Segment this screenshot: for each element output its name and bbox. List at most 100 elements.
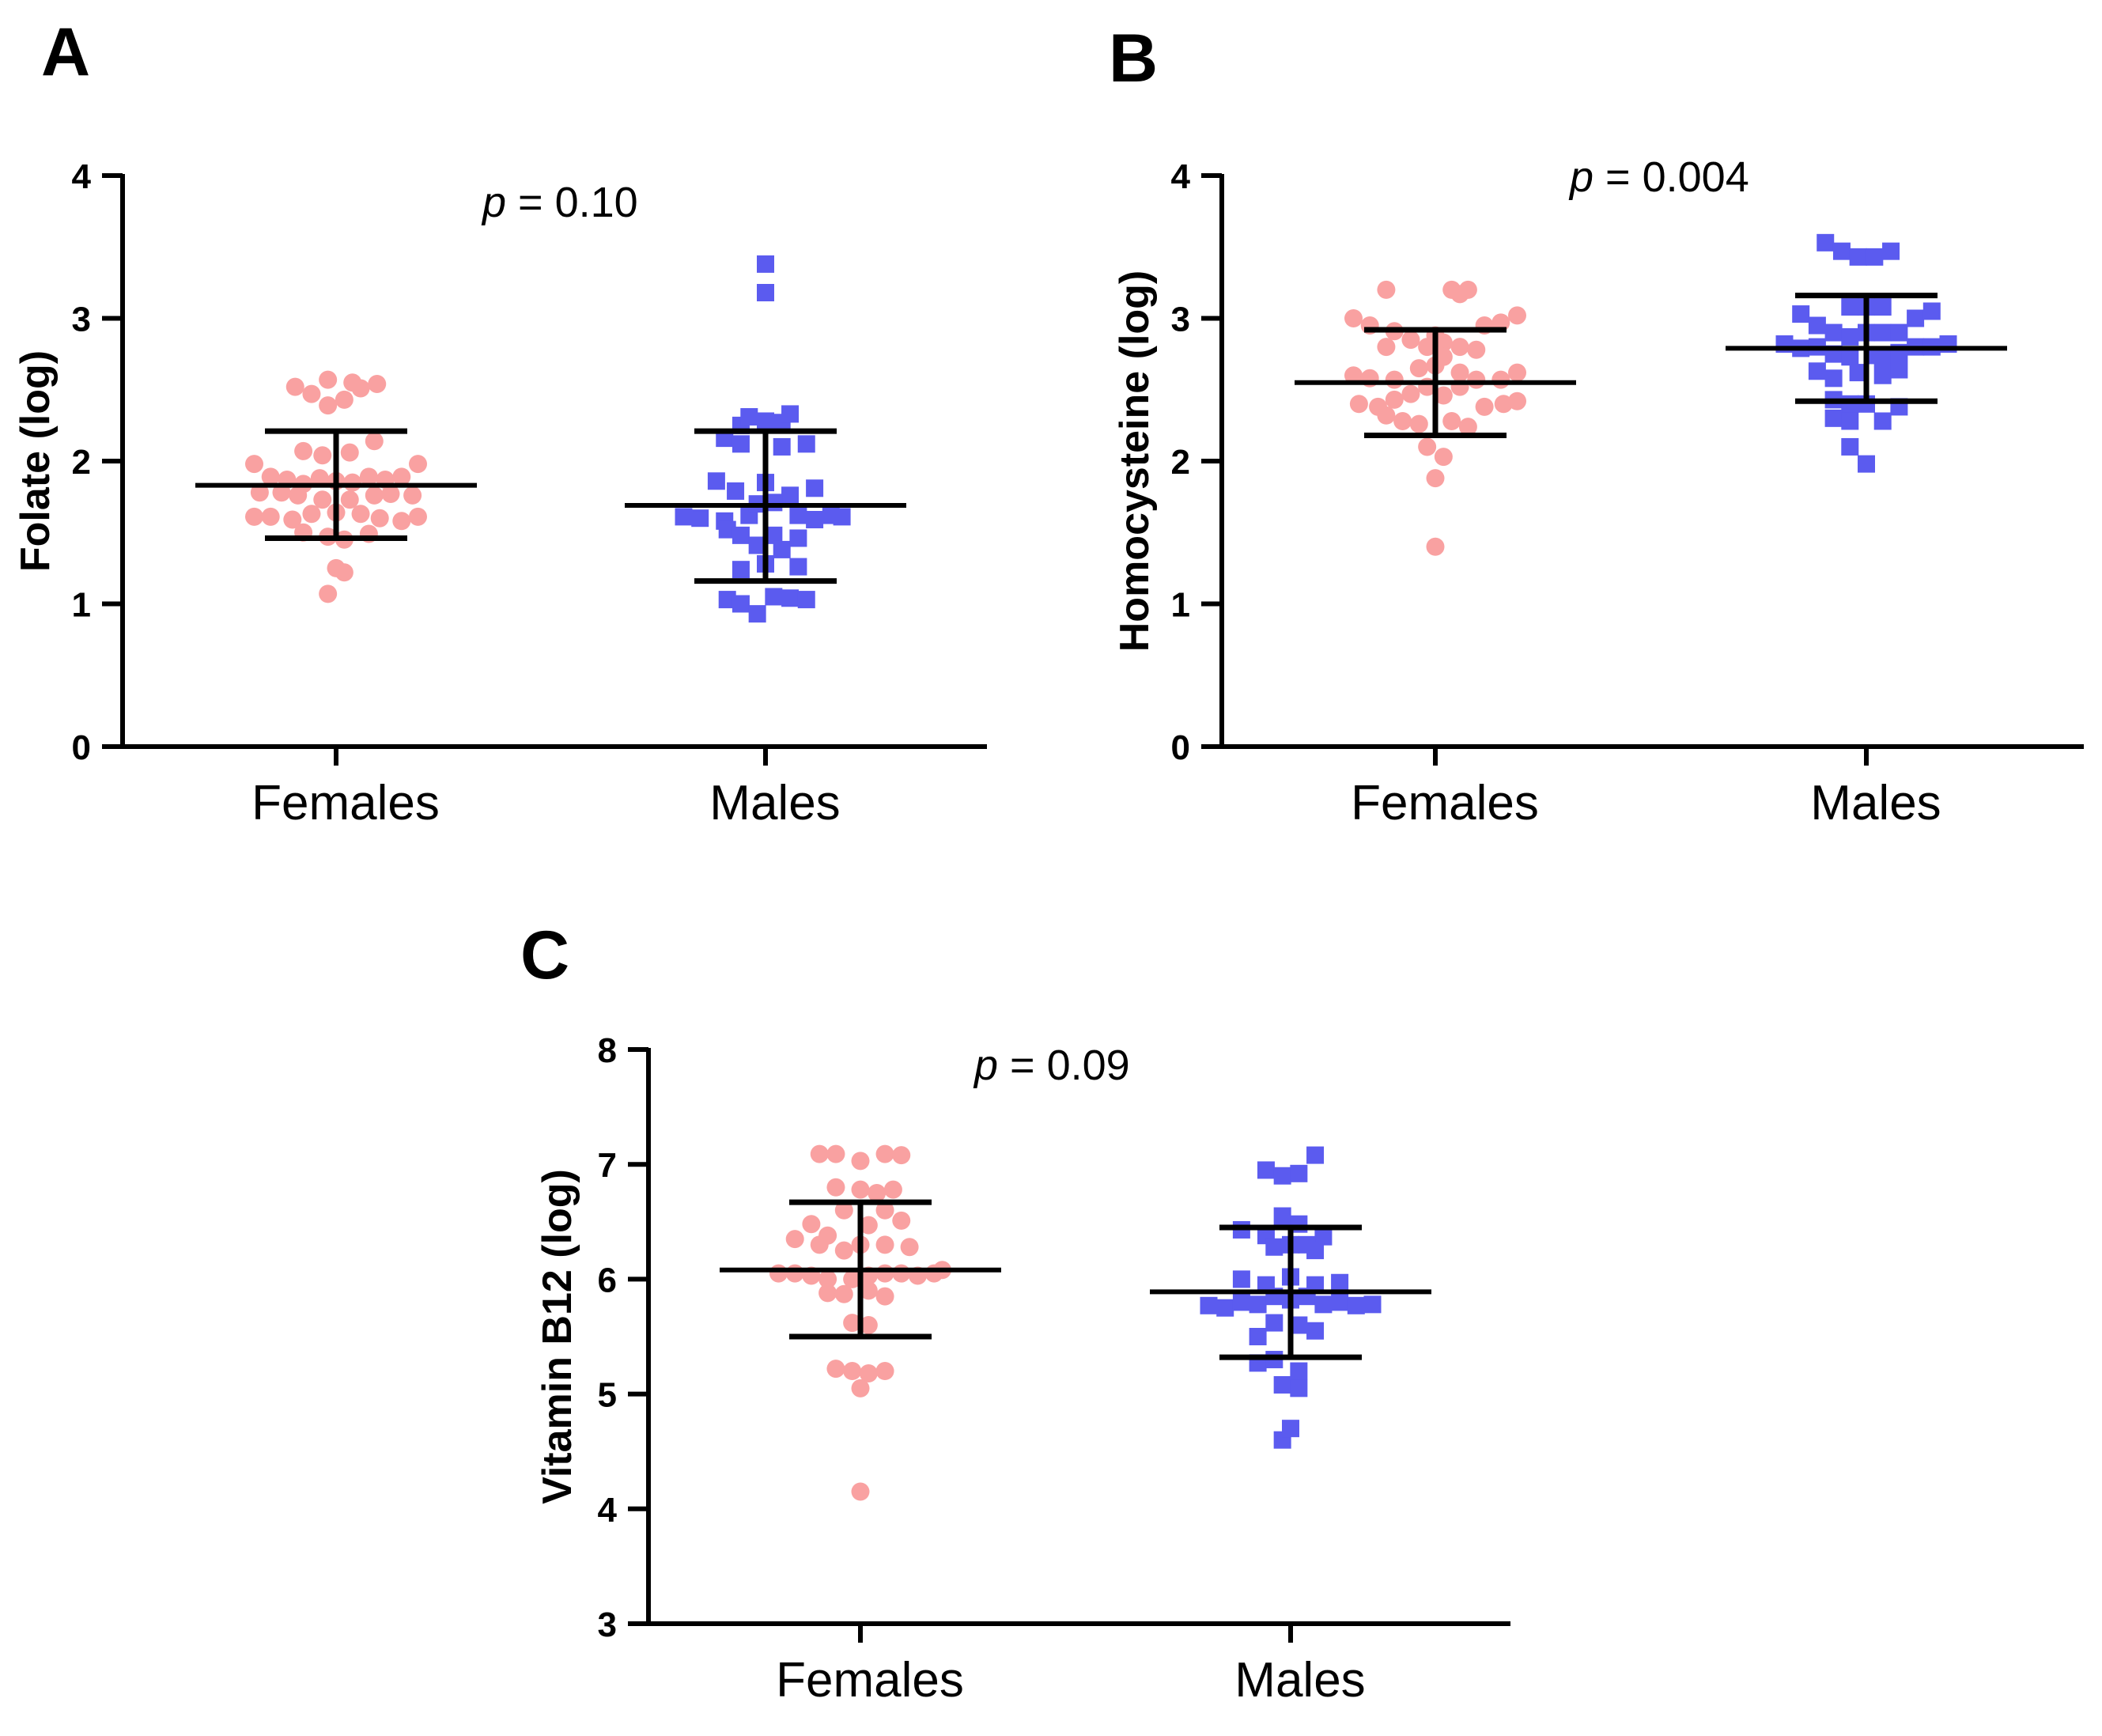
panel-a-females-point <box>319 370 338 389</box>
panel-a-males-point <box>691 509 709 528</box>
panel-a-y-tick-label: 0 <box>72 728 91 767</box>
panel-b-y-tick-label: 1 <box>1171 586 1190 625</box>
panel-a-y-axis-label: Folate (log) <box>13 350 59 572</box>
panel-b-females-point <box>1508 391 1526 410</box>
panel-b-males-point <box>1841 298 1859 316</box>
panel-letter-b: B <box>1109 21 1158 96</box>
panel-b-error-bars <box>1295 293 2007 439</box>
panel-c-y-tick-label: 4 <box>598 1491 618 1530</box>
panel-c-females-point <box>892 1264 911 1283</box>
panel-a-males-point <box>732 595 750 613</box>
panel-b-females-point <box>1450 338 1469 357</box>
panel-b-males-point <box>1841 327 1859 346</box>
panel-c-females-point <box>769 1264 788 1283</box>
panel-a-p-italic: p <box>481 179 506 226</box>
panel-a-y-tick-label: 4 <box>72 157 92 196</box>
panel-c-y-tick-label: 6 <box>598 1261 617 1299</box>
panel-a-females-point <box>359 467 378 486</box>
panel-a-males-point <box>765 588 783 606</box>
panel-a-females-point <box>313 446 332 465</box>
panel-c-category-label: Males <box>1234 1653 1365 1708</box>
panel-c-males-point <box>1331 1293 1349 1311</box>
panel-b-females-point <box>1377 280 1396 299</box>
panel-b-males-point <box>1890 361 1908 379</box>
panel-b-males-point <box>1849 364 1867 382</box>
panel-c-females-point <box>875 1287 894 1306</box>
panel-c-p-text: = 0.09 <box>998 1042 1130 1089</box>
panel-a-females-point <box>294 441 313 460</box>
panel-c-females-point <box>785 1230 804 1249</box>
panel-c-y-tick-label: 8 <box>598 1031 617 1070</box>
panel-a-males-point <box>789 558 807 576</box>
panel-c-p-value: p = 0.09 <box>973 1042 1130 1089</box>
panel-b-males-point <box>1841 348 1859 366</box>
panel-a-males-point <box>757 284 774 302</box>
panel-a-males-point <box>806 511 824 529</box>
panel-c-males-point <box>1273 1167 1291 1185</box>
panel-c-females-point <box>810 1235 829 1254</box>
panel-a-males-point <box>748 605 766 623</box>
panel-c-males-point <box>1257 1161 1275 1179</box>
panel-a-males-point <box>773 437 791 456</box>
panel-b-males-point <box>1808 316 1826 335</box>
panel-a-females-point <box>289 486 308 505</box>
panel-b-females-point <box>1409 414 1428 433</box>
panel-c-males-point <box>1265 1238 1284 1256</box>
panel-a-p-text: = 0.10 <box>506 179 638 226</box>
panel-a-females-point <box>335 390 353 409</box>
panel-c-females-point <box>851 1180 870 1199</box>
panel-a-males-point <box>833 508 851 526</box>
panel-c-error-bars <box>720 1199 1431 1360</box>
panel-c-males-point <box>1314 1295 1333 1314</box>
panel-c-males-point <box>1290 1362 1308 1380</box>
panel-b-males-point <box>1841 437 1859 456</box>
panel-b-males-point <box>1841 412 1859 430</box>
panel-c-females-point <box>875 1362 894 1381</box>
panel-c-females-point <box>810 1144 829 1163</box>
panel-c-males-point <box>1273 1207 1291 1225</box>
panel-letter-c: C <box>520 917 569 993</box>
panel-a-females-point <box>381 485 400 504</box>
panel-c-females-point <box>868 1184 887 1202</box>
panel-c-males-point <box>1306 1322 1325 1340</box>
panel-c-females-point <box>826 1144 845 1163</box>
panel-c-females-point <box>875 1235 894 1254</box>
panel-c-males-point <box>1216 1299 1234 1317</box>
panel-c: C 3 4 5 6 7 8 Females Males Vitamin B12 (log) p … <box>520 917 1510 1708</box>
panel-b-females-point <box>1385 390 1404 409</box>
panel-a-females-point <box>319 584 338 603</box>
panel-b-females-point <box>1491 370 1510 389</box>
panel-a-category-label: Males <box>709 776 840 830</box>
panel-b-males-point <box>1817 233 1835 252</box>
panel-b-males-point <box>1841 395 1859 413</box>
panel-a-males-point <box>727 482 745 500</box>
panel-b-females-point <box>1418 338 1437 357</box>
panel-a-females-point <box>392 467 411 486</box>
panel-a-females-point <box>245 455 263 474</box>
panel-a-males-point <box>740 408 758 426</box>
panel-a-error-bars <box>195 428 906 584</box>
panel-c-females-point <box>875 1201 894 1220</box>
panel-a-females-point <box>313 490 332 509</box>
panel-c-y-tick-label: 7 <box>598 1146 617 1185</box>
panel-a-males-point <box>732 561 750 579</box>
panel-a-females-point <box>403 486 422 505</box>
panel-c-females-point <box>851 1152 870 1171</box>
panel-b-females-point <box>1377 338 1396 357</box>
panel-c-males-point <box>1265 1314 1284 1332</box>
panel-c-males-point <box>1249 1328 1267 1345</box>
panel-c-y-axis-label: Vitamin B12 (log) <box>535 1169 580 1504</box>
panel-c-males-point <box>1363 1295 1382 1314</box>
panel-b-males-point <box>1808 362 1826 380</box>
panel-c-p-italic: p <box>973 1042 998 1089</box>
panel-c-females-point <box>859 1315 878 1334</box>
panel-letter-a: A <box>41 14 90 90</box>
panel-a-females-point <box>340 443 359 462</box>
panel-b-males-point <box>1873 298 1892 316</box>
panel-b-y-axis-label: Homocysteine (log) <box>1112 270 1158 652</box>
panel-a-males-point <box>757 412 774 430</box>
panel-b-females-point <box>1508 306 1526 325</box>
panel-a-females-point <box>368 375 387 394</box>
panel-b-females-point <box>1450 363 1469 382</box>
